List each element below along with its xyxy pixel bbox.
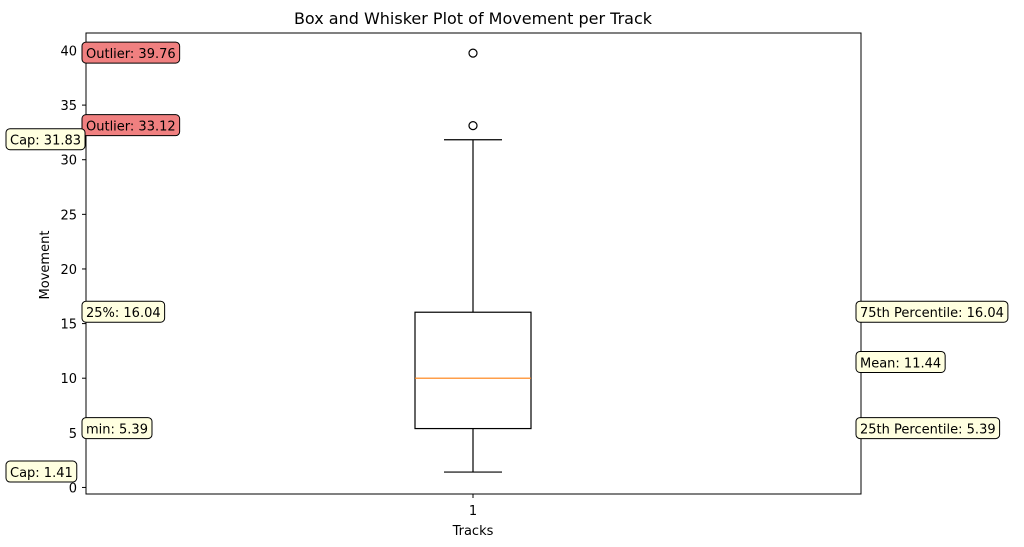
y-tick-label: 0	[69, 481, 77, 496]
annotation-text: Cap: 31.83	[10, 134, 81, 149]
annotation-text: 25th Percentile: 5.39	[860, 423, 996, 438]
outlier-point	[468, 121, 478, 131]
y-tick-label: 40	[60, 44, 77, 59]
annotation-label: Cap: 31.83	[5, 128, 86, 151]
outlier-point	[468, 48, 478, 58]
annotation-box	[855, 417, 1001, 440]
annotation-box	[81, 300, 166, 323]
annotation-label: Mean: 11.44	[855, 350, 946, 373]
annotation-text: Mean: 11.44	[860, 356, 941, 371]
y-axis-label: Movement	[38, 231, 53, 300]
annotation-text: Outlier: 33.12	[86, 120, 176, 135]
annotation-label: Cap: 1.41	[5, 460, 78, 483]
x-axis-label: Tracks	[452, 524, 494, 539]
annotation-box	[5, 460, 78, 483]
annotation-box	[855, 300, 1009, 323]
annotation-box	[855, 350, 946, 373]
x-tick-label: 1	[469, 504, 477, 519]
y-tick-label: 35	[60, 99, 77, 114]
annotation-text: Outlier: 39.76	[86, 47, 176, 62]
annotation-label: 75th Percentile: 16.04	[855, 300, 1009, 323]
annotation-box	[5, 128, 86, 151]
axis-ticks: 0 5 10 15 20 25 30 35 40 1	[60, 44, 477, 519]
annotation-box	[81, 41, 181, 64]
y-tick-label: 10	[60, 372, 77, 387]
annotation-text: 75th Percentile: 16.04	[860, 306, 1004, 321]
annotation-text: 25%: 16.04	[86, 306, 161, 321]
box-plot	[414, 48, 532, 473]
annotation-text: min: 5.39	[86, 423, 148, 438]
iqr-box	[414, 311, 532, 430]
y-tick-label: 15	[60, 318, 77, 333]
y-tick-label: 5	[69, 427, 77, 442]
annotation-label: Outlier: 39.76	[81, 41, 181, 64]
y-tick-label: 25	[60, 208, 77, 223]
annotation-label: 25%: 16.04	[81, 300, 166, 323]
annotation-label: 25th Percentile: 5.39	[855, 417, 1001, 440]
annotation-box	[81, 114, 181, 137]
annotations: Outlier: 39.76 Outlier: 33.12 Cap: 31.83 25…	[5, 41, 1009, 483]
annotation-text: Cap: 1.41	[10, 466, 73, 481]
y-tick-label: 20	[60, 263, 77, 278]
y-tick-label: 30	[60, 154, 77, 169]
chart-title: Box and Whisker Plot of Movement per Tra…	[294, 9, 653, 28]
annotation-label: Outlier: 33.12	[81, 114, 181, 137]
annotation-label: min: 5.39	[81, 417, 153, 440]
annotation-box	[81, 417, 153, 440]
